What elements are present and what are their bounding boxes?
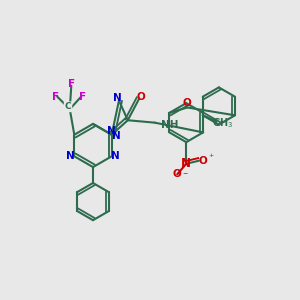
Text: $^+$: $^+$ xyxy=(207,153,214,162)
Text: N: N xyxy=(181,157,191,170)
Text: F: F xyxy=(68,79,75,89)
Text: O: O xyxy=(183,98,192,108)
Text: C: C xyxy=(65,102,71,111)
Text: F: F xyxy=(52,92,59,102)
Text: $^-$: $^-$ xyxy=(181,170,189,179)
Text: O: O xyxy=(136,92,145,102)
Text: N: N xyxy=(112,131,121,141)
Text: O: O xyxy=(172,169,181,179)
Text: N: N xyxy=(107,126,116,136)
Text: NH: NH xyxy=(161,120,179,130)
Text: O: O xyxy=(198,156,207,166)
Text: N: N xyxy=(113,92,122,103)
Text: N: N xyxy=(66,151,75,161)
Text: N: N xyxy=(111,151,120,161)
Text: F: F xyxy=(80,92,87,102)
Text: CH$_3$: CH$_3$ xyxy=(212,116,233,130)
